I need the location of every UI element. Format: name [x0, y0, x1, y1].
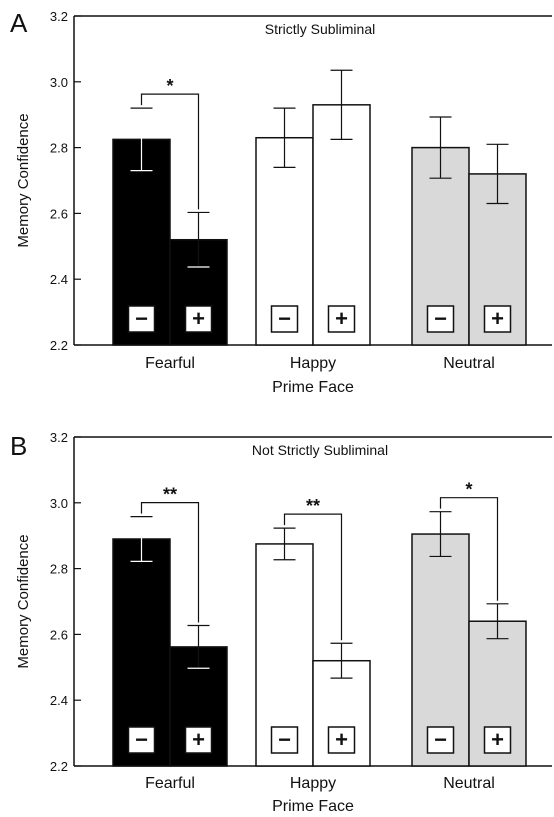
panel-a: A Strictly Subliminal 2.2 2.4 2.6 2.8 3.0 3.2 Me… — [10, 8, 552, 396]
sign-box — [426, 726, 455, 754]
sign-box — [127, 305, 156, 333]
x-category-label: Neutral — [443, 775, 495, 792]
significance-bracket — [140, 502, 200, 623]
y-axis-title: Memory Confidence — [15, 534, 32, 668]
y-axis-title: Memory Confidence — [15, 113, 32, 247]
minus-sign-label: − — [278, 727, 291, 752]
x-category-label: Fearful — [145, 775, 195, 792]
y-tick-label: 2.2 — [50, 759, 68, 774]
significance-bracket — [283, 513, 343, 641]
x-category-label: Happy — [290, 355, 336, 372]
sign-box — [184, 305, 213, 333]
y-tick-label: 2.8 — [50, 141, 68, 156]
sign-box — [270, 726, 299, 754]
x-axis-title: Prime Face — [272, 798, 354, 815]
significance-bracket — [439, 497, 499, 601]
y-tick-label: 2.4 — [50, 272, 68, 287]
x-category-label: Happy — [290, 775, 336, 792]
sign-box — [327, 726, 356, 754]
panel-b: B Not Strictly Subliminal 2.2 2.4 2.6 2.8 3.0 3… — [10, 430, 552, 815]
y-tick-label: 2.8 — [50, 562, 68, 577]
sign-box — [127, 726, 156, 754]
bar — [312, 104, 371, 346]
minus-sign-label: − — [434, 727, 447, 752]
y-tick-label: 3.0 — [50, 496, 68, 511]
sign-box — [184, 726, 213, 754]
plus-sign-label: + — [491, 727, 504, 752]
chart-title: Strictly Subliminal — [265, 21, 375, 37]
sign-box — [426, 305, 455, 333]
y-tick-label: 2.6 — [50, 627, 68, 642]
sign-box — [327, 305, 356, 333]
y-tick-label: 2.4 — [50, 693, 68, 708]
significance-label: ** — [306, 496, 320, 516]
y-tick-label: 2.2 — [50, 338, 68, 353]
sign-box — [270, 305, 299, 333]
y-tick-label: 3.0 — [50, 75, 68, 90]
sign-box — [483, 726, 512, 754]
sign-box — [483, 305, 512, 333]
plus-sign-label: + — [192, 727, 205, 752]
y-tick-label: 2.6 — [50, 206, 68, 221]
y-tick-label: 3.2 — [50, 430, 68, 445]
significance-bracket — [140, 93, 200, 210]
significance-label: * — [166, 76, 173, 96]
plus-sign-label: + — [491, 306, 504, 331]
x-category-label: Neutral — [443, 355, 495, 372]
significance-label: ** — [163, 485, 177, 505]
minus-sign-label: − — [135, 727, 148, 752]
panel-label: A — [10, 8, 28, 38]
significance-label: * — [465, 480, 472, 500]
minus-sign-label: − — [278, 306, 291, 331]
chart-title: Not Strictly Subliminal — [252, 442, 388, 458]
panel-label: B — [10, 431, 27, 461]
plus-sign-label: + — [192, 306, 205, 331]
plus-sign-label: + — [335, 306, 348, 331]
y-tick-label: 3.2 — [50, 9, 68, 24]
x-category-label: Fearful — [145, 355, 195, 372]
minus-sign-label: − — [434, 306, 447, 331]
minus-sign-label: − — [135, 306, 148, 331]
bar — [255, 136, 314, 346]
plus-sign-label: + — [335, 727, 348, 752]
x-axis-title: Prime Face — [272, 379, 354, 396]
